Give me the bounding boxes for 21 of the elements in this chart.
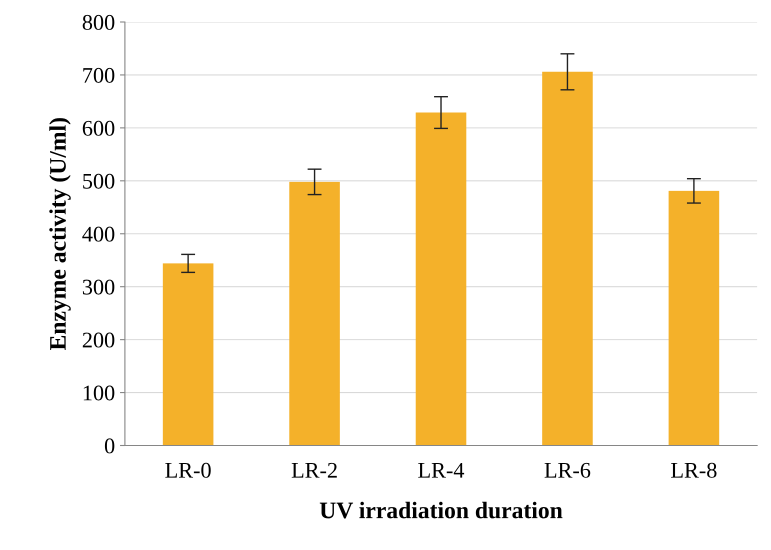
y-tick-label: 300 — [82, 280, 114, 295]
bar — [542, 72, 593, 446]
bar — [162, 263, 214, 446]
bar — [416, 112, 466, 446]
x-tick-label: LR-4 — [418, 462, 464, 478]
y-tick-label: 400 — [82, 226, 114, 242]
bar — [289, 182, 340, 446]
y-tick-label: 200 — [82, 332, 114, 348]
y-tick-label: 500 — [83, 174, 114, 189]
y-tick-label: 0 — [104, 438, 114, 454]
x-axis-title: UV irradiation duration — [320, 502, 562, 519]
bar — [668, 190, 720, 446]
y-axis-title: Enzyme activity (U/ml) — [49, 118, 71, 350]
y-tick-label: 700 — [83, 68, 114, 83]
x-tick-label: LR-0 — [165, 462, 211, 478]
x-tick-label: LR-8 — [671, 462, 717, 478]
x-tick-label: LR-6 — [544, 462, 590, 478]
y-tick-label: 800 — [82, 14, 114, 30]
y-tick-label: 600 — [82, 120, 114, 136]
x-tick-label: LR-2 — [292, 462, 337, 478]
y-tick-label: 100 — [84, 385, 114, 400]
